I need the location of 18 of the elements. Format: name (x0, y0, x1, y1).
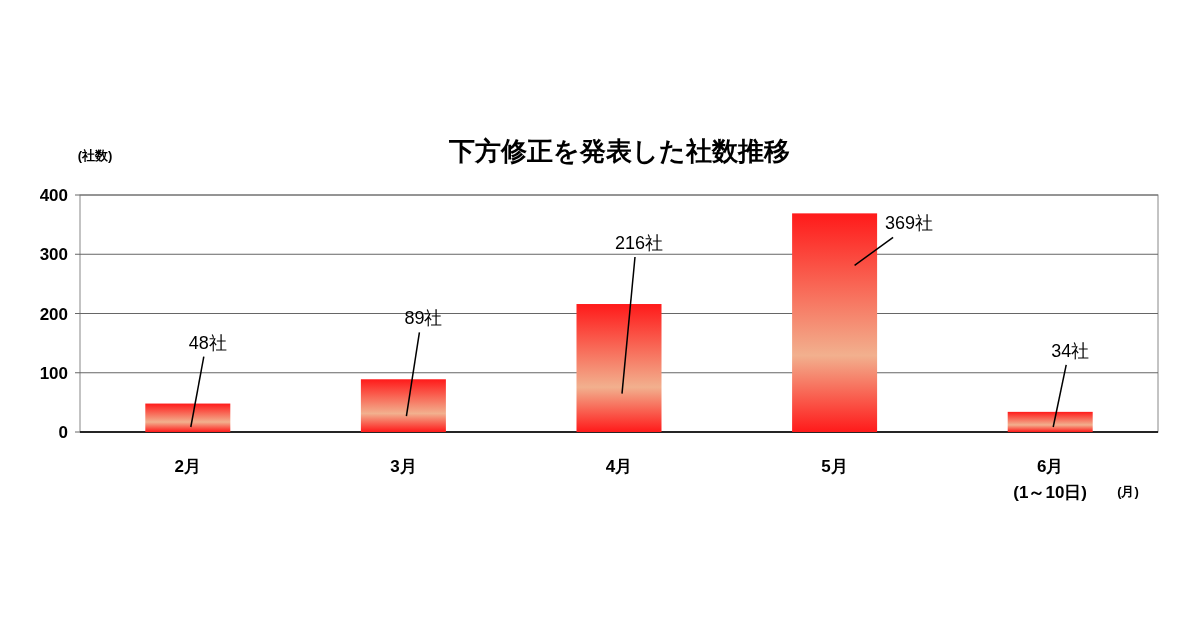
x-tick-label: 2月 (174, 457, 202, 476)
x-tick-label: 4月 (605, 457, 633, 476)
x-tick-label: 5月 (821, 457, 848, 476)
y-tick-label: 100 (39, 363, 68, 383)
x-tick-label: 3月 (390, 457, 417, 476)
y-tick-label: 200 (39, 304, 68, 324)
chart-title: 下方修正を発表した社数推移 (447, 136, 790, 166)
data-label: 34社 (1051, 340, 1090, 361)
data-label: 216社 (614, 233, 664, 254)
data-label: 48社 (188, 332, 227, 353)
data-label: 369社 (885, 213, 934, 234)
y-tick-label: 300 (39, 245, 68, 265)
y-axis-title: (社数) (77, 148, 113, 163)
x-axis-title: (月) (1117, 484, 1139, 499)
y-tick-label: 400 (39, 186, 68, 205)
x-tick-label: 6月 (1～10日) (1013, 457, 1088, 502)
y-tick-label: 0 (58, 423, 68, 442)
data-label: 89社 (404, 308, 443, 329)
